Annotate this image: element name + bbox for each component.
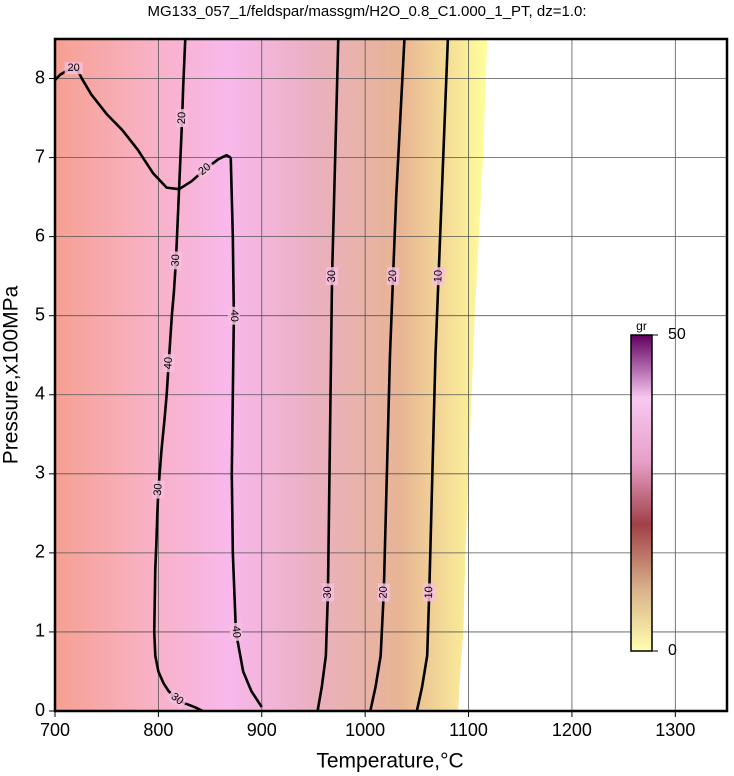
y-tick-label: 7 — [35, 146, 45, 166]
contour-label: 40 — [230, 625, 243, 638]
y-axis-label: Pressure,x100MPa — [0, 285, 23, 464]
contour-label-group: 40 — [227, 306, 240, 325]
contour-label-group: 20 — [175, 108, 189, 128]
contour-label: 10 — [432, 270, 444, 283]
contour-label-group: 20 — [386, 266, 400, 286]
y-tick-label: 3 — [35, 463, 45, 483]
y-tick-label: 4 — [35, 384, 45, 404]
contour-label-group: 10 — [432, 266, 445, 286]
colorbar — [630, 334, 653, 652]
x-tick-label: 800 — [143, 720, 173, 740]
contour-label-bg — [64, 62, 83, 75]
contour-label-group: 20 — [194, 159, 216, 180]
y-tick-label: 0 — [35, 700, 45, 720]
colorbar-tick-label: 0 — [668, 642, 677, 659]
contour-label: 20 — [387, 270, 399, 283]
contour-label-bg — [422, 583, 436, 602]
colorbar-tick-label: 50 — [668, 326, 686, 343]
contour-label: 30 — [152, 483, 165, 496]
y-tick-label: 5 — [35, 304, 45, 324]
contour-label: 10 — [423, 586, 435, 599]
y-tick-label: 1 — [35, 621, 45, 641]
contour-label-group: 40 — [162, 353, 176, 373]
contour-line — [369, 38, 406, 712]
contour-label-group: 20 — [64, 62, 83, 75]
contour-label-group: 10 — [422, 583, 436, 602]
colorbar-label: gr — [636, 319, 647, 333]
contour-label: 30 — [170, 254, 183, 267]
contour-label-group: 30 — [321, 583, 335, 602]
contour-label-bg — [194, 159, 216, 180]
contour-label: 40 — [162, 357, 175, 370]
contour-label-bg — [325, 267, 339, 286]
contour-field — [55, 39, 488, 711]
contour-label-bg — [321, 583, 335, 602]
contour-label-bg — [169, 251, 183, 270]
y-tick-label: 2 — [35, 542, 45, 562]
x-axis-label: Temperature,°C — [316, 750, 463, 773]
x-tick-label: 900 — [247, 720, 277, 740]
contour-label: 30 — [326, 270, 338, 282]
contour-line — [415, 38, 450, 712]
x-tick-label: 1000 — [345, 720, 385, 740]
contour-line — [316, 38, 340, 712]
contour-label-group: 30 — [169, 251, 183, 270]
x-tick-label: 1300 — [655, 720, 695, 740]
contour-label-bg — [432, 266, 445, 286]
contour-label-bg — [166, 688, 188, 710]
contour-line — [229, 157, 263, 708]
contour-label-group: 20 — [377, 583, 391, 602]
contour-label-bg — [229, 622, 243, 642]
contour-label: 40 — [228, 310, 240, 322]
contour-label-bg — [227, 306, 240, 325]
x-tick-label: 1200 — [552, 720, 592, 740]
contour-label-group: 40 — [229, 622, 243, 642]
contour-label-bg — [386, 266, 400, 286]
contour-label: 20 — [377, 586, 389, 599]
contour-label-bg — [151, 480, 165, 500]
y-tick-label: 8 — [35, 67, 45, 87]
contour-label: 30 — [169, 691, 186, 708]
contour-label-group: 30 — [325, 267, 339, 286]
contour-label-bg — [162, 353, 176, 373]
contour-label: 30 — [322, 586, 334, 599]
chart-title: MG133_057_1/feldspar/massgm/H2O_0.8_C1.0… — [147, 3, 586, 20]
contour-label-bg — [175, 108, 189, 128]
plot-frame — [53, 37, 729, 713]
x-tick-label: 1100 — [449, 720, 488, 740]
y-tick-label: 6 — [35, 225, 45, 245]
contour-label-group: 30 — [151, 480, 165, 500]
contour-label-bg — [377, 583, 391, 602]
x-tick-label: 700 — [40, 720, 70, 740]
contour-label: 20 — [67, 62, 79, 74]
contour-label: 20 — [176, 112, 188, 125]
contour-label-group: 30 — [166, 688, 188, 710]
